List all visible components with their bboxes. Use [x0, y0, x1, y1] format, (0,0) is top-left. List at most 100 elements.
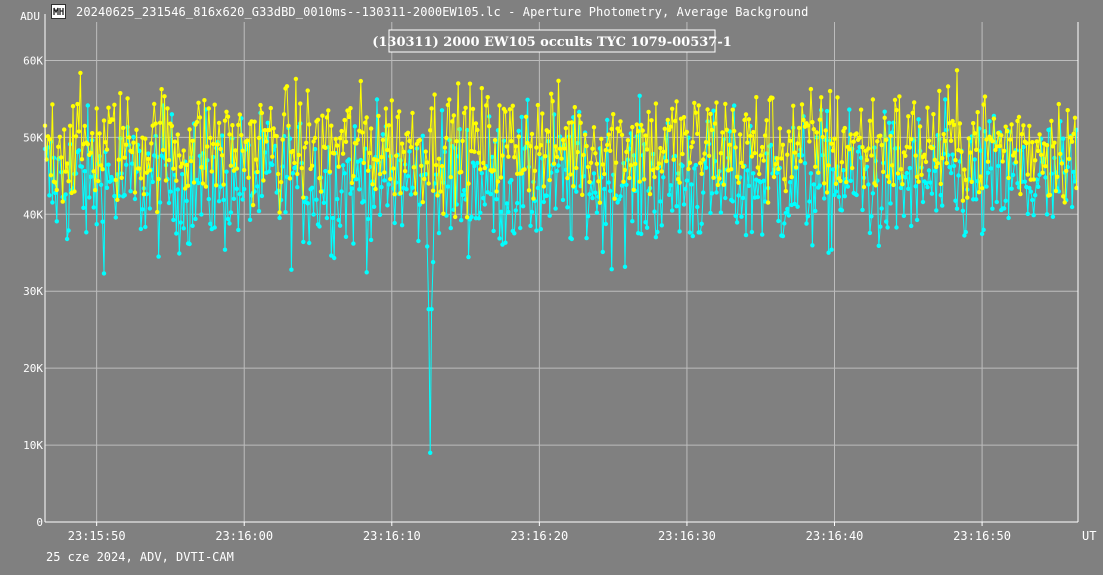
data-point: [459, 169, 464, 175]
data-point: [979, 231, 985, 237]
data-point: [971, 121, 976, 126]
data-point: [867, 230, 873, 236]
data-point: [872, 145, 877, 150]
chart-title: (130311) 2000 EW105 occults TYC 1079-005…: [372, 35, 732, 50]
data-point: [327, 169, 332, 174]
data-point: [926, 138, 932, 143]
data-point: [360, 130, 365, 135]
data-point: [824, 108, 830, 114]
data-point: [733, 145, 738, 150]
data-point: [410, 110, 415, 116]
data-point: [216, 120, 222, 126]
data-point: [560, 197, 566, 203]
data-point: [584, 143, 589, 149]
data-point: [692, 100, 697, 106]
data-point: [644, 147, 650, 152]
data-point: [196, 180, 201, 186]
data-point: [1015, 118, 1020, 124]
data-point: [411, 165, 417, 170]
data-point: [793, 165, 799, 170]
data-point: [447, 97, 452, 102]
data-point: [929, 145, 935, 151]
data-point: [699, 171, 704, 176]
data-point: [903, 175, 908, 180]
data-point: [833, 181, 839, 186]
data-point: [953, 198, 958, 203]
data-point: [295, 171, 300, 177]
data-point: [799, 102, 805, 107]
data-point: [112, 193, 117, 199]
data-point: [1072, 115, 1078, 121]
data-point: [106, 105, 111, 110]
data-point: [169, 123, 175, 129]
data-point: [965, 195, 970, 200]
data-point: [950, 118, 955, 124]
data-point: [172, 139, 178, 144]
data-point: [1007, 137, 1013, 142]
data-point: [470, 106, 476, 112]
data-point: [512, 155, 517, 160]
data-point: [937, 88, 942, 94]
data-point: [889, 130, 895, 135]
data-point: [464, 215, 470, 220]
data-point: [307, 240, 312, 246]
data-point: [894, 107, 899, 113]
data-point: [385, 203, 390, 208]
data-point: [98, 182, 104, 187]
data-point: [835, 95, 840, 100]
data-point: [336, 217, 341, 223]
data-point: [795, 141, 800, 146]
data-point: [1003, 124, 1008, 129]
data-point: [323, 168, 328, 174]
data-point: [940, 203, 945, 208]
data-point: [889, 163, 895, 168]
data-point: [1025, 211, 1031, 217]
data-point: [448, 225, 453, 231]
data-point: [355, 137, 361, 142]
data-point: [506, 154, 511, 159]
data-point: [987, 119, 992, 124]
data-point: [1034, 139, 1039, 144]
app-icon[interactable]: [51, 4, 66, 19]
data-point: [481, 195, 486, 201]
data-point: [969, 179, 974, 184]
data-point: [934, 208, 939, 213]
data-point: [600, 162, 605, 167]
data-point: [156, 254, 161, 259]
x-tick-label: 23:16:00: [215, 529, 273, 543]
data-point: [730, 199, 735, 204]
data-point: [494, 197, 499, 202]
data-point: [550, 99, 555, 104]
y-tick-label: 60K: [23, 54, 43, 67]
data-point: [357, 187, 362, 192]
data-point: [554, 168, 560, 174]
data-point: [788, 138, 793, 143]
data-point: [727, 142, 732, 147]
data-point: [703, 165, 709, 170]
data-point: [255, 184, 260, 189]
data-point: [478, 167, 483, 172]
data-point: [221, 182, 226, 187]
data-point: [1006, 175, 1011, 181]
data-point: [993, 147, 998, 153]
data-point: [317, 224, 322, 229]
data-point: [547, 177, 552, 183]
data-point: [770, 95, 775, 101]
data-point: [91, 205, 96, 210]
data-point: [611, 172, 616, 177]
data-point: [764, 151, 769, 156]
data-point: [299, 165, 304, 171]
data-point: [746, 183, 752, 188]
data-point: [441, 211, 446, 216]
data-point: [633, 161, 638, 167]
data-point: [76, 129, 82, 134]
data-point: [513, 144, 518, 149]
data-point: [476, 150, 482, 155]
data-point: [175, 187, 180, 192]
data-point: [591, 171, 597, 176]
data-point: [765, 200, 771, 205]
data-point: [783, 188, 788, 194]
data-point: [1068, 135, 1073, 140]
data-point: [1066, 156, 1072, 161]
data-point: [389, 98, 394, 103]
